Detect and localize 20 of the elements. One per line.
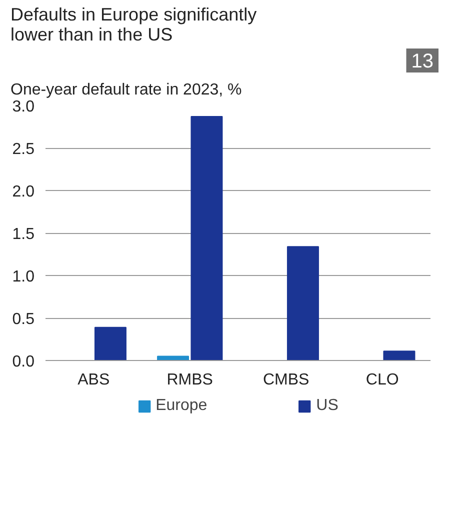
y-tick-label: 1.5 xyxy=(12,226,35,243)
y-tick-label: 2.0 xyxy=(12,184,35,200)
chart-subtitle: One-year default rate in 2023, % xyxy=(10,82,242,98)
y-tick-label: 1.0 xyxy=(12,268,35,286)
y-tick-label: 2.5 xyxy=(12,141,35,158)
x-tick-label: CMBS xyxy=(263,372,310,388)
y-tick-label: 0.5 xyxy=(12,311,35,328)
bar xyxy=(94,326,126,360)
x-tick-label: ABS xyxy=(78,372,110,388)
x-tick-label: CLO xyxy=(366,372,399,388)
bar xyxy=(383,350,416,360)
legend-label: Europe xyxy=(156,397,208,415)
text: 13 xyxy=(411,50,434,72)
y-tick-label: 0.0 xyxy=(12,354,35,370)
x-tick-label: RMBS xyxy=(166,372,213,388)
bar xyxy=(286,246,319,360)
y-tick-label: 3.0 xyxy=(12,98,35,116)
legend-label: US xyxy=(316,397,338,415)
bar xyxy=(190,116,223,360)
chart-title: Defaults in Europe significantly lower than in the US xyxy=(10,4,257,44)
